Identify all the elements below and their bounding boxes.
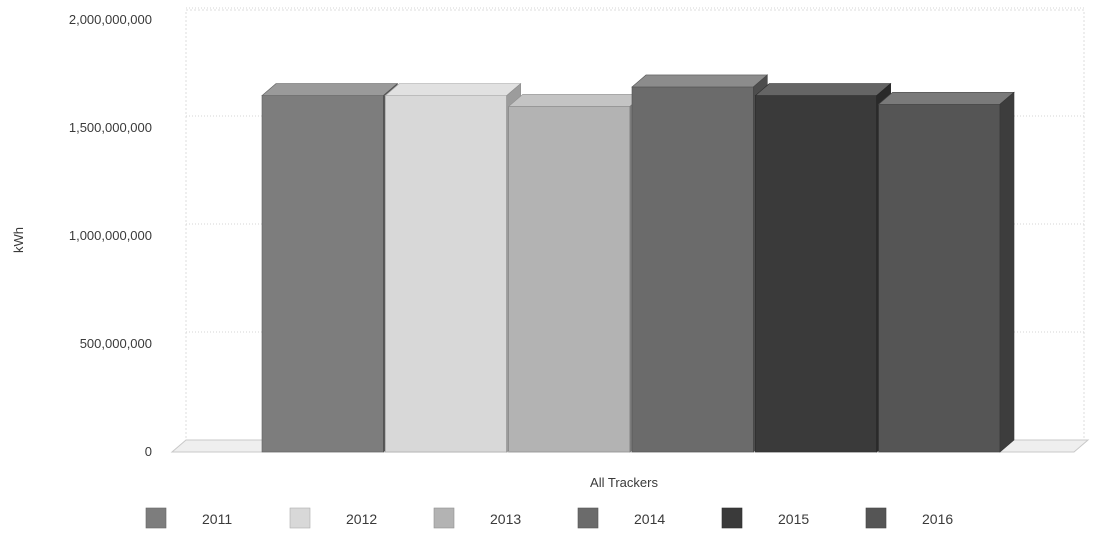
bar-top-face bbox=[507, 94, 645, 107]
y-axis-ticks: 0 500,000,000 1,000,000,000 1,500,000,000 2,… bbox=[69, 12, 152, 459]
bar bbox=[261, 95, 384, 453]
legend-label: 2012 bbox=[346, 511, 377, 527]
bar-side-face bbox=[999, 91, 1015, 453]
bar-top-face bbox=[754, 83, 892, 96]
bar-2015 bbox=[754, 82, 892, 453]
bar-2011 bbox=[261, 82, 399, 453]
y-tick-label: 2,000,000,000 bbox=[69, 12, 152, 27]
bar-2013 bbox=[507, 93, 645, 453]
legend-label: 2011 bbox=[202, 511, 232, 527]
bar-top-face bbox=[631, 74, 769, 88]
bar bbox=[755, 95, 877, 453]
bar bbox=[631, 86, 754, 453]
y-axis-label: kWh bbox=[11, 227, 26, 253]
bars bbox=[261, 74, 1015, 453]
y-tick-label: 1,000,000,000 bbox=[69, 228, 152, 243]
legend-swatch bbox=[145, 507, 167, 529]
legend-label: 2014 bbox=[634, 511, 665, 527]
legend-swatch bbox=[433, 507, 455, 529]
bar-2012 bbox=[384, 82, 522, 453]
legend-swatch bbox=[289, 507, 311, 529]
legend-item: 2015 bbox=[721, 507, 809, 529]
y-tick-label: 500,000,000 bbox=[80, 336, 152, 351]
legend-swatch bbox=[577, 507, 599, 529]
legend-item: 2012 bbox=[289, 507, 377, 529]
bar-2016 bbox=[877, 91, 1015, 453]
legend-swatch bbox=[865, 507, 887, 529]
legend-label: 2015 bbox=[778, 511, 809, 527]
legend: 2011 2012 2013 2014 2015 2016 bbox=[145, 507, 953, 529]
y-tick-label: 0 bbox=[145, 444, 152, 459]
bar bbox=[508, 106, 631, 453]
legend-item: 2016 bbox=[865, 507, 953, 529]
y-tick-label: 1,500,000,000 bbox=[69, 120, 152, 135]
bar-2014 bbox=[631, 74, 769, 453]
legend-item: 2013 bbox=[433, 507, 521, 529]
legend-label: 2016 bbox=[922, 511, 953, 527]
bar-top-face bbox=[877, 91, 1015, 105]
legend-swatch bbox=[721, 507, 743, 529]
legend-label: 2013 bbox=[490, 511, 521, 527]
x-axis-label: All Trackers bbox=[590, 475, 658, 490]
legend-item: 2014 bbox=[577, 507, 665, 529]
legend-item: 2011 bbox=[145, 507, 232, 529]
bar bbox=[385, 95, 507, 453]
bar-top-face bbox=[384, 83, 522, 96]
bar-top-face bbox=[261, 83, 399, 96]
bar bbox=[878, 103, 1001, 453]
